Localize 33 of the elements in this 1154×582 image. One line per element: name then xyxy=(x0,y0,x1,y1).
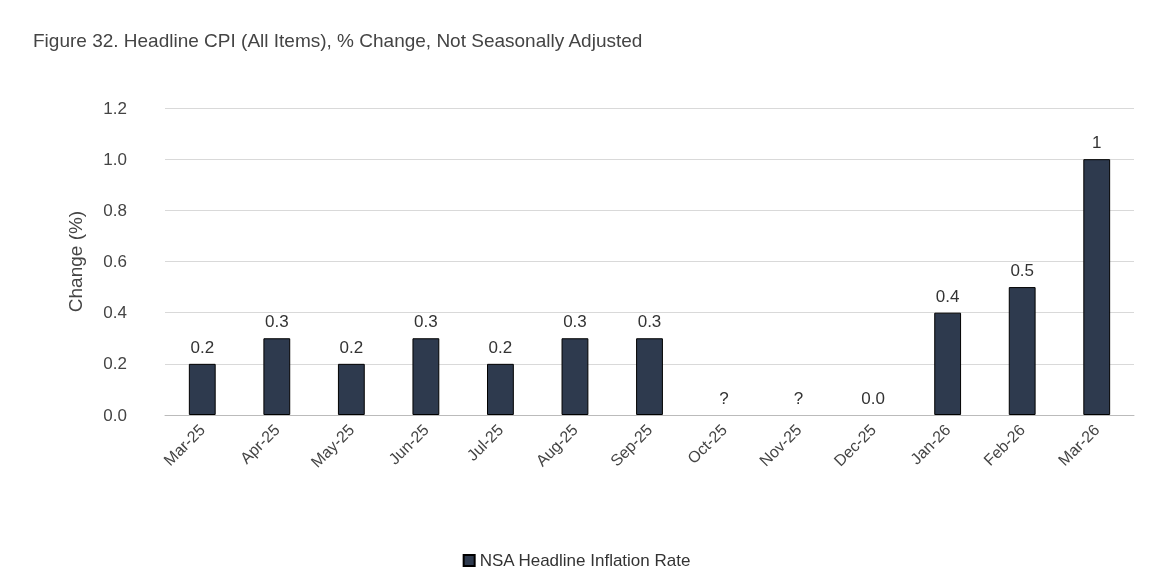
y-tick-label: 0.0 xyxy=(103,405,127,425)
data-label: 0.5 xyxy=(1010,261,1035,281)
data-label: 0.2 xyxy=(488,337,513,357)
y-axis-title: Change (%) xyxy=(65,210,86,313)
y-tick-label: 1.0 xyxy=(103,149,127,169)
y-tick-label: 0.8 xyxy=(103,200,127,220)
bar xyxy=(934,312,962,415)
text: ? xyxy=(793,389,804,408)
y-tick-label: 1.2 xyxy=(103,98,127,118)
data-label: 0.3 xyxy=(637,312,662,332)
bar xyxy=(1008,287,1036,415)
y-tick-label: 0.4 xyxy=(103,303,127,323)
data-label: 0.2 xyxy=(339,337,364,357)
data-label: 0.3 xyxy=(414,312,438,332)
bar xyxy=(337,363,365,415)
bar xyxy=(1083,159,1111,415)
text: ? xyxy=(719,389,729,408)
y-tick-label: 0.2 xyxy=(103,354,127,374)
bar xyxy=(188,363,216,415)
bar xyxy=(636,338,663,415)
bar xyxy=(561,338,589,415)
legend-label: NSA Headline Inflation Rate xyxy=(479,551,691,570)
bar xyxy=(412,338,440,415)
y-tick-label: 0.6 xyxy=(103,252,127,271)
data-label: 0.4 xyxy=(935,286,960,306)
data-label: 0.3 xyxy=(563,312,587,332)
data-label: 1 xyxy=(1092,133,1102,153)
bar xyxy=(263,338,291,415)
data-label: 0.0 xyxy=(861,389,885,408)
data-label: 0.2 xyxy=(190,337,215,357)
chart-title: Figure 32. Headline CPI (All Items), % Change, Not Seasonally Adjusted xyxy=(33,30,643,51)
bar xyxy=(487,363,514,415)
data-label: 0.3 xyxy=(264,312,289,332)
